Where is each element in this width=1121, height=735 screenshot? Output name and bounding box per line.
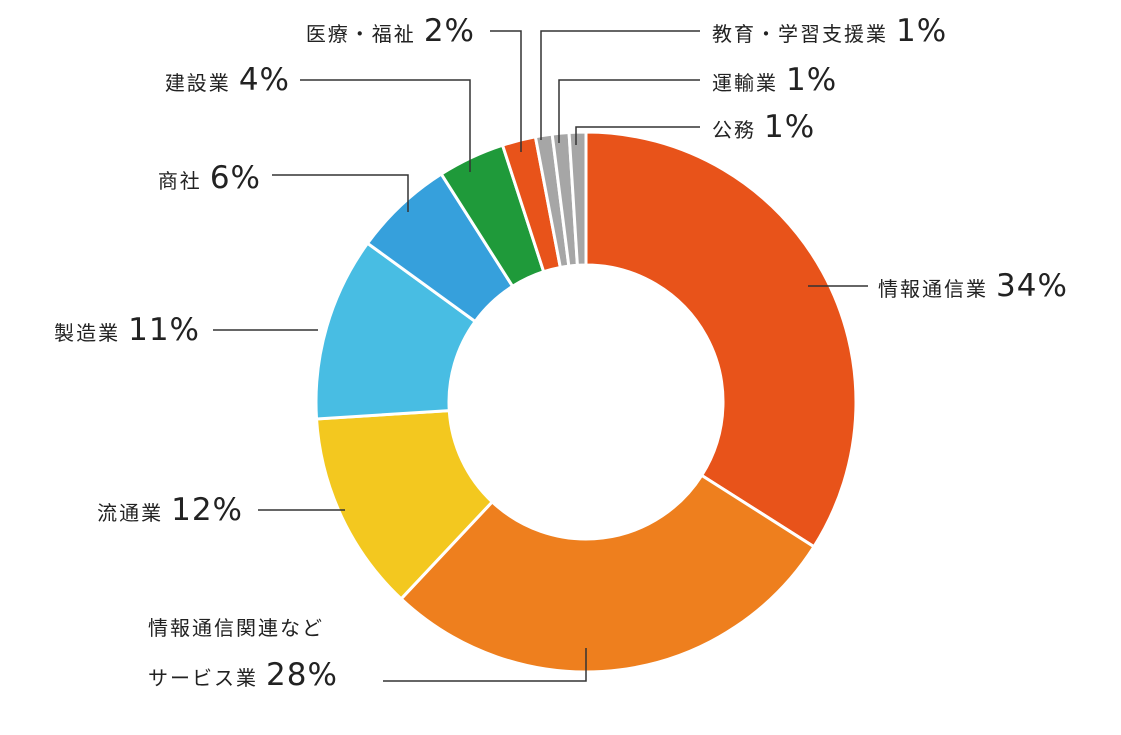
category-label: 情報通信業 [878, 277, 988, 301]
leader-line [272, 174, 409, 212]
leader-line [540, 30, 700, 140]
value-label: 1% [764, 109, 816, 145]
slice-label: 教育・学習支援業 1% [712, 8, 947, 58]
slice-label: 流通業 12% [97, 487, 243, 537]
slice-label: 建設業 4% [165, 57, 290, 107]
slice [399, 473, 817, 674]
category-label: 建設業 [164, 71, 231, 95]
category-label: 製造業 [54, 321, 121, 345]
slice-label: 商社 6% [158, 155, 261, 205]
value-label: 1% [786, 62, 838, 98]
slice-label: 製造業 11% [54, 307, 200, 357]
leader-line [490, 30, 522, 152]
slice-label: 公務 1% [712, 104, 815, 154]
category-label: 公務 [712, 118, 756, 142]
slice-label: 情報通信業 34% [878, 263, 1068, 313]
category-label: 運輸業 [712, 71, 778, 95]
leader-line [300, 79, 471, 172]
value-label: 6% [209, 160, 261, 196]
value-label: 12% [171, 492, 243, 528]
leader-line [575, 126, 700, 145]
value-label: 34% [996, 268, 1068, 304]
leader-line [383, 648, 587, 682]
value-label: 28% [266, 657, 338, 693]
category-label: 教育・学習支援業 [712, 22, 888, 46]
value-label: 11% [128, 312, 200, 348]
category-label: 商社 [157, 169, 202, 193]
slice [567, 130, 588, 267]
slice-label: 医療・福祉 2% [306, 8, 475, 58]
slice [584, 130, 858, 549]
value-label: 1% [896, 13, 948, 49]
category-label: 情報通信関連など サービス業 [148, 616, 324, 690]
leader-line [558, 79, 700, 143]
value-label: 4% [238, 62, 290, 98]
slice-label: 運輸業 1% [712, 57, 837, 107]
slice-label: 情報通信関連など サービス業 28% [148, 605, 338, 702]
category-label: 医療・福祉 [305, 22, 416, 46]
category-label: 流通業 [97, 501, 164, 525]
value-label: 2% [423, 13, 475, 49]
